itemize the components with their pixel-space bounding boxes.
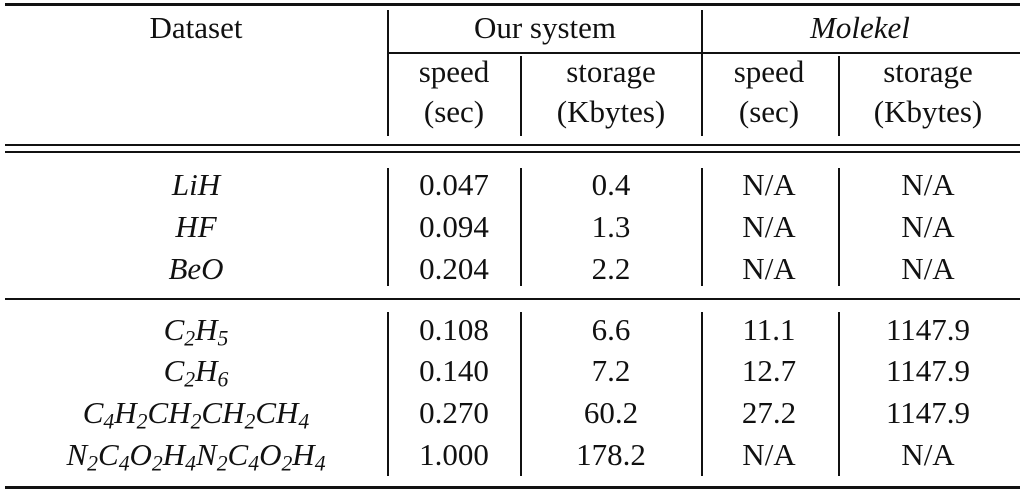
header-our-system: Our system xyxy=(473,10,617,45)
vrule-g2-3 xyxy=(701,312,703,476)
vrule-header-3 xyxy=(520,56,522,136)
cell-mol-speed: 11.1 xyxy=(742,312,796,347)
cell-mol-storage: N/A xyxy=(901,251,955,286)
dataset-name: LiH xyxy=(171,167,221,202)
header-our-speed: speed xyxy=(418,54,490,89)
cell-our-storage: 60.2 xyxy=(583,395,639,430)
header-subrule xyxy=(388,52,1020,54)
group-separator-rule xyxy=(5,298,1020,300)
cell-mol-storage: N/A xyxy=(901,167,955,202)
cell-our-storage: 0.4 xyxy=(591,167,631,202)
vrule-g1-3 xyxy=(701,168,703,286)
vrule-g1-2 xyxy=(520,168,522,286)
bottom-rule xyxy=(5,486,1020,489)
cell-our-storage: 6.6 xyxy=(591,312,631,347)
cell-our-storage: 2.2 xyxy=(591,251,631,286)
cell-our-speed: 0.140 xyxy=(419,353,489,388)
cell-our-storage: 178.2 xyxy=(576,437,646,472)
vrule-g1-4 xyxy=(838,168,840,286)
header-mol-speed-unit: (sec) xyxy=(738,94,800,129)
dataset-name: N2C4O2H4N2C4O2H4 xyxy=(66,437,326,476)
cell-our-speed: 0.047 xyxy=(419,167,489,202)
dataset-name: BeO xyxy=(168,251,224,286)
cell-mol-speed: N/A xyxy=(742,437,796,472)
cell-mol-storage: N/A xyxy=(901,209,955,244)
cell-our-speed: 0.108 xyxy=(419,312,489,347)
header-double-rule-1 xyxy=(5,144,1020,146)
header-mol-storage: storage xyxy=(883,54,973,89)
header-our-storage-unit: (Kbytes) xyxy=(556,94,666,129)
header-molekel: Molekel xyxy=(810,10,910,45)
vrule-header-4 xyxy=(838,56,840,136)
cell-mol-storage: N/A xyxy=(901,437,955,472)
header-our-speed-unit: (sec) xyxy=(423,94,485,129)
vrule-g2-1 xyxy=(387,312,389,476)
header-dataset: Dataset xyxy=(149,10,243,45)
cell-mol-storage: 1147.9 xyxy=(885,353,971,388)
cell-mol-storage: 1147.9 xyxy=(885,395,971,430)
header-double-rule-2 xyxy=(5,151,1020,153)
vrule-header-2 xyxy=(701,10,703,136)
cell-our-storage: 1.3 xyxy=(591,209,631,244)
cell-mol-storage: 1147.9 xyxy=(885,312,971,347)
cell-mol-speed: N/A xyxy=(742,167,796,202)
cell-mol-speed: N/A xyxy=(742,251,796,286)
cell-our-speed: 0.204 xyxy=(419,251,489,286)
dataset-name: C2H5 xyxy=(163,312,229,351)
cell-our-speed: 1.000 xyxy=(419,437,489,472)
vrule-g2-4 xyxy=(838,312,840,476)
dataset-name: HF xyxy=(175,209,217,244)
cell-mol-speed: 27.2 xyxy=(741,395,797,430)
vrule-g2-2 xyxy=(520,312,522,476)
header-mol-storage-unit: (Kbytes) xyxy=(873,94,983,129)
top-rule xyxy=(5,3,1020,6)
header-our-storage: storage xyxy=(566,54,656,89)
cell-our-speed: 0.094 xyxy=(419,209,489,244)
cell-mol-speed: N/A xyxy=(742,209,796,244)
dataset-name: C4H2CH2CH2CH4 xyxy=(82,395,310,434)
dataset-name: C2H6 xyxy=(163,353,229,392)
header-mol-speed: speed xyxy=(733,54,805,89)
cell-our-speed: 0.270 xyxy=(419,395,489,430)
vrule-header-1 xyxy=(387,10,389,136)
cell-our-storage: 7.2 xyxy=(591,353,631,388)
vrule-g1-1 xyxy=(387,168,389,286)
cell-mol-speed: 12.7 xyxy=(741,353,797,388)
